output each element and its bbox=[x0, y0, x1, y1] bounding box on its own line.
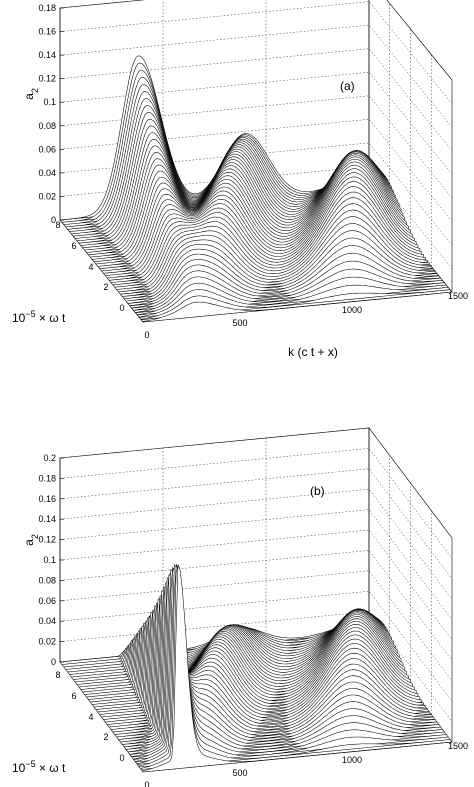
surface-a bbox=[59, 55, 453, 323]
y-axis-label: 10−5 × ω t bbox=[12, 309, 66, 325]
z-tick-label: 0.1 bbox=[43, 97, 56, 107]
z-tick-label: 0.06 bbox=[38, 596, 56, 606]
y-tick-label: 0 bbox=[119, 303, 124, 313]
x-tick-label: 1500 bbox=[448, 291, 468, 301]
x-axis-label: k (c t + x) bbox=[288, 345, 338, 359]
z-tick-label: 0.14 bbox=[38, 50, 56, 60]
z-tick-label: 0.04 bbox=[38, 616, 56, 626]
z-tick-label: 0.02 bbox=[38, 637, 56, 647]
y-tick-label: 8 bbox=[55, 220, 60, 230]
x-tick-label: 500 bbox=[232, 318, 247, 328]
z-tick-label: 0.18 bbox=[38, 3, 56, 13]
z-axis-label: a2 bbox=[22, 88, 40, 100]
surface-slice bbox=[142, 564, 453, 773]
chart-panel-a: 0 0.02 0.04 0.06 0.08 0.1 0.12 0.14 0.16 0.18 0 500… bbox=[12, 0, 468, 359]
y-tick-label: 8 bbox=[55, 670, 60, 680]
y-tick-label: 4 bbox=[88, 712, 93, 722]
z-tick-label: 0.04 bbox=[38, 168, 56, 178]
y-tick-label: 0 bbox=[119, 753, 124, 763]
panel-label: (b) bbox=[310, 484, 325, 498]
x-tick-label: 0 bbox=[144, 330, 149, 340]
z-tick-label: 0.16 bbox=[38, 27, 56, 37]
x-tick-label: 0 bbox=[144, 780, 149, 787]
z-axis-label: a2 bbox=[22, 534, 40, 546]
z-tick-label: 0 bbox=[51, 215, 56, 225]
z-tick-label: 0.12 bbox=[38, 535, 56, 545]
x-tick-label: 1500 bbox=[448, 741, 468, 751]
panel-label: (a) bbox=[340, 79, 355, 93]
y-tick-label: 2 bbox=[103, 282, 108, 292]
y-axis-label: 10−5 × ω t bbox=[12, 759, 66, 775]
z-tick-label: 0.08 bbox=[38, 121, 56, 131]
z-tick-label: 0.1 bbox=[43, 555, 56, 565]
z-tick-label: 0.2 bbox=[43, 453, 56, 463]
y-tick-label: 4 bbox=[88, 262, 93, 272]
chart-panel-b: 0 0.02 0.04 0.06 0.08 0.1 0.12 0.14 0.16 0.18 0.2 0… bbox=[12, 427, 468, 787]
z-tick-label: 0.18 bbox=[38, 473, 56, 483]
z-tick-label: 0.02 bbox=[38, 191, 56, 201]
z-tick-label: 0.12 bbox=[38, 74, 56, 84]
x-tick-label: 500 bbox=[232, 768, 247, 778]
z-tick-label: 0.16 bbox=[38, 494, 56, 504]
z-tick-label: 0.08 bbox=[38, 575, 56, 585]
y-tick-label: 2 bbox=[103, 732, 108, 742]
y-tick-label: 6 bbox=[71, 691, 76, 701]
surface-slice bbox=[142, 291, 453, 323]
surface-b bbox=[59, 564, 453, 773]
z-tick-label: 0.06 bbox=[38, 144, 56, 154]
y-tick-label: 6 bbox=[71, 241, 76, 251]
x-tick-label: 1000 bbox=[342, 755, 362, 765]
x-tick-label: 1000 bbox=[342, 305, 362, 315]
z-tick-label: 0 bbox=[51, 657, 56, 667]
z-tick-label: 0.14 bbox=[38, 514, 56, 524]
